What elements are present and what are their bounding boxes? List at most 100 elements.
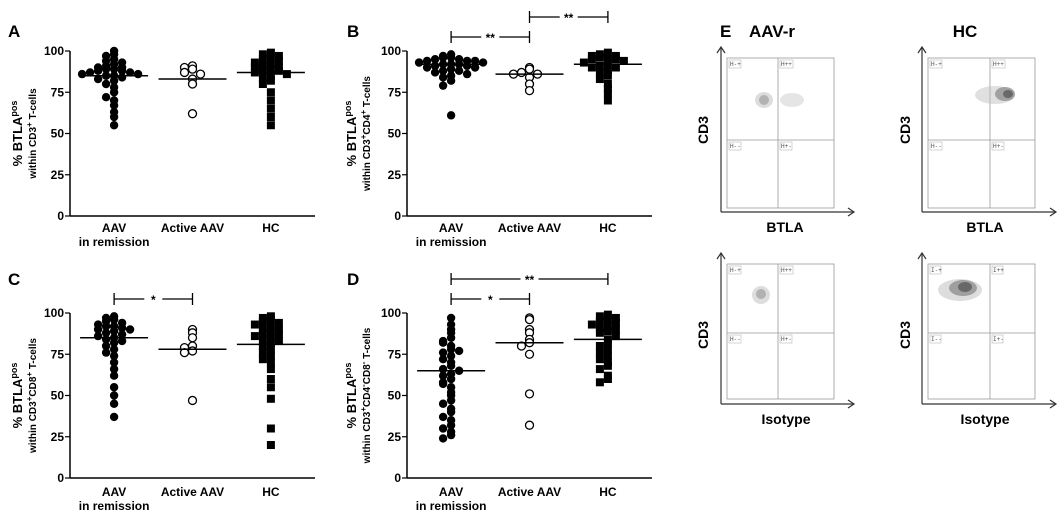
panel-b-data-point [603, 89, 612, 98]
panel-b-data-point [438, 53, 448, 62]
quadrant-label: H-+ [730, 267, 741, 274]
panel-d-ytick-label: 75 [388, 347, 402, 361]
flow-x-label: Isotype [960, 411, 1009, 427]
quadrant-label: H-- [730, 336, 741, 343]
panel-d-data-point [595, 328, 604, 337]
panel-b-data-point [438, 73, 448, 82]
panel-b-data-point [611, 55, 620, 64]
panel-d-data-point [595, 348, 604, 357]
panel-a-data-point [258, 73, 267, 82]
quadrant-label: I-- [931, 336, 942, 343]
panel-a-data-point [133, 69, 143, 79]
panel-b-data-point [422, 63, 432, 72]
panel-a-data-point [266, 60, 275, 69]
panel-c-data-point [258, 323, 267, 332]
panel-b-data-point [611, 63, 620, 72]
panel-c-data-point [266, 394, 275, 403]
panel-b-y-label: % BTLApos [343, 101, 359, 167]
flow-events-hc-btla [975, 86, 1015, 104]
panel-c-data-point [266, 365, 275, 374]
panel-d-ytick-label: 25 [388, 430, 402, 444]
panel-c-data-point [187, 333, 198, 343]
panel-a-ytick-label: 0 [57, 209, 64, 223]
panel-a-data-point [266, 48, 275, 57]
quadrant-label: H++ [781, 267, 792, 274]
panel-b-data-point [603, 84, 612, 93]
panel-c-data-point [250, 332, 259, 341]
quadrant-label: H++ [993, 61, 1004, 68]
panel-d-data-point [524, 389, 535, 399]
panel-b-data-point [619, 56, 628, 65]
panel-a-data-point [93, 74, 103, 84]
panel-a-data-point [93, 66, 103, 76]
panel-d-data-point [603, 310, 612, 319]
panel-a-label: A [8, 22, 20, 41]
panel-c-data-point [109, 358, 119, 367]
panel-b-data-point [446, 76, 456, 85]
panel-b-data-point [438, 81, 448, 90]
panel-c-data-point [109, 371, 119, 380]
panel-c-data-point [109, 364, 119, 374]
panel-b-data-point [603, 66, 612, 75]
panel-a-data-point [258, 80, 267, 88]
panel-a-category-label: AAV [102, 221, 126, 235]
panel-d-data-point [611, 318, 620, 327]
quadrant-label: H-- [730, 143, 741, 150]
panel-a-data-point [266, 96, 275, 105]
flow-plot-aavr-btla: H-+ H++ H-- H+- CD3 BTLA [695, 45, 856, 235]
flow-plot-hc-isotype: I-+ I++ I-- I+- CD3 Isotype [897, 251, 1058, 427]
panel-a-data-point [266, 121, 275, 130]
panel-d-ytick-label: 50 [388, 389, 402, 403]
panel-d-category-label: Active AAV [498, 485, 561, 499]
flow-x-label: BTLA [766, 219, 803, 235]
panel-d-data-point [446, 396, 456, 405]
panel-c-ytick-label: 25 [51, 430, 65, 444]
panel-d-ytick-label: 100 [381, 306, 401, 320]
quadrant-label: H+- [993, 143, 1004, 150]
panel-c-significance-label: * [151, 293, 156, 307]
panel-c-data-point [274, 330, 283, 339]
panel-c-label: C [8, 270, 20, 289]
panel-a-data-point [266, 71, 275, 80]
panel-d-data-point [438, 412, 448, 422]
panel-c-data-point [258, 328, 267, 337]
panel-a-data-point [266, 53, 275, 62]
panel-b-data-point [430, 55, 440, 64]
panel-d-data-point [595, 323, 604, 332]
panel-c-data-point [250, 320, 259, 329]
panel-b-significance-label: ** [564, 11, 574, 25]
panel-c-data-point [109, 326, 119, 336]
panel-c-data-point [266, 322, 275, 331]
flow-events-aavr-btla [755, 92, 804, 108]
panel-a-data-point [258, 61, 267, 70]
panel-d-data-point [595, 365, 604, 374]
panel-c-data-point [117, 330, 127, 339]
panel-d-data-point [595, 378, 604, 387]
panel-c-data-point [125, 325, 135, 334]
panel-d-ytick-label: 0 [394, 471, 401, 485]
panel-c-data-point [266, 333, 275, 342]
panel-b-data-point [422, 56, 432, 66]
panel-b-data-point [438, 66, 448, 76]
panel-a-data-point [187, 64, 198, 74]
panel-a-data-point [109, 121, 119, 130]
panel-b-data-point [587, 55, 596, 64]
panel-a-data-point [282, 70, 291, 79]
panel-c-data-point [101, 341, 111, 351]
panel-d-significance-label: ** [525, 273, 535, 287]
panel-a-data-point [258, 66, 267, 75]
panel-c-ytick-label: 100 [44, 306, 64, 320]
panel-a-data-point [195, 69, 206, 79]
panel-c-data-point [258, 342, 267, 350]
panel-d-data-point [446, 345, 456, 354]
panel-c-data-point [258, 355, 267, 364]
panel-a-data-point [109, 101, 119, 110]
panel-d-label: D [347, 270, 359, 289]
panel-b-data-point [454, 66, 464, 76]
panel-d-data-point [595, 355, 604, 364]
panel-c-data-point [109, 338, 119, 347]
panel-d-data-point [603, 338, 612, 347]
panel-d-data-point [611, 332, 620, 341]
